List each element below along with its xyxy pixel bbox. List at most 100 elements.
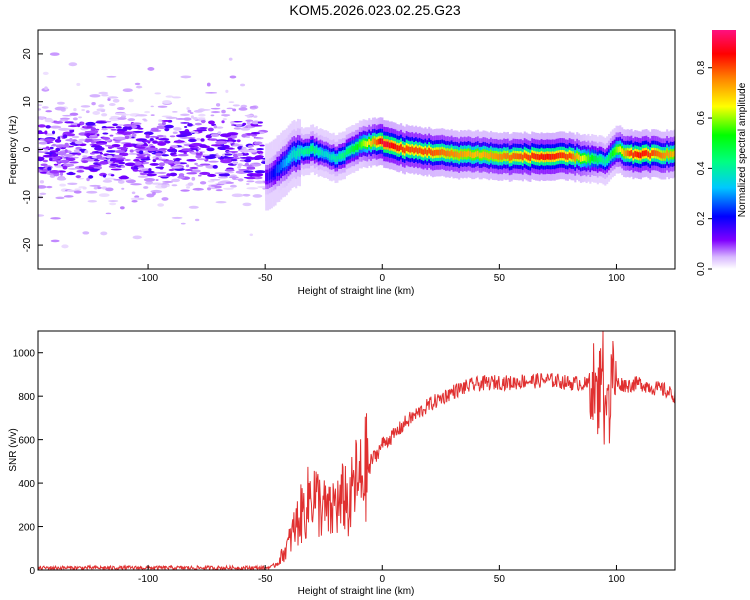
noise-cell: [150, 146, 156, 148]
ridge-cell: [624, 150, 627, 157]
noise-cell: [225, 89, 229, 93]
noise-cell: [63, 195, 74, 198]
ridge-cell: [647, 151, 650, 158]
noise-cell: [80, 149, 86, 153]
noise-cell: [249, 233, 254, 237]
noise-cell: [169, 146, 173, 150]
noise-cell: [82, 186, 87, 190]
ridge-cell: [619, 146, 622, 153]
noise-cell: [232, 108, 237, 112]
noise-cell: [55, 196, 65, 200]
ridge-cell: [265, 173, 268, 182]
noise-cell: [101, 113, 108, 117]
noise-cell: [239, 148, 250, 153]
noise-cell: [164, 127, 170, 132]
noise-cell: [171, 178, 181, 183]
noise-cell: [222, 118, 227, 121]
ridge-cell: [623, 150, 626, 157]
ridge-cell: [283, 159, 287, 168]
noise-cell: [222, 187, 234, 190]
noise-cell: [137, 166, 145, 169]
noise-cell: [245, 136, 251, 138]
noise-cell: [218, 173, 231, 177]
ridge-cell: [645, 150, 648, 156]
y-tick-label: 200: [18, 523, 35, 534]
noise-cell: [78, 138, 86, 142]
ridge-cell: [662, 152, 665, 159]
noise-cell: [39, 167, 44, 170]
ridge-cell: [317, 150, 320, 156]
ridge-cell: [428, 147, 431, 154]
noise-cell: [254, 170, 266, 174]
noise-cell: [192, 187, 204, 191]
ridge-cell: [585, 156, 588, 163]
noise-cell: [249, 107, 257, 110]
ridge-cell: [604, 158, 607, 165]
noise-cell: [45, 110, 53, 113]
noise-cell: [145, 180, 154, 185]
ridge-cell: [478, 152, 481, 159]
noise-cell: [42, 159, 48, 163]
noise-cell: [205, 92, 218, 94]
ridge-cell: [366, 141, 369, 148]
noise-cell: [139, 172, 147, 176]
y-tick-label: -10: [22, 190, 33, 205]
noise-cell: [245, 119, 254, 122]
noise-cell: [59, 172, 64, 176]
noise-cell: [152, 191, 156, 196]
ridge-cell: [308, 148, 311, 155]
noise-cell: [146, 147, 158, 152]
noise-cell: [188, 138, 197, 143]
ridge-cell: [403, 147, 406, 154]
noise-cell: [245, 183, 250, 185]
ridge-cell: [561, 152, 564, 159]
noise-cell: [147, 67, 155, 71]
noise-cell: [132, 130, 144, 133]
noise-cell: [189, 166, 199, 170]
ridge-cell: [591, 155, 594, 161]
noise-cell: [171, 216, 183, 219]
noise-cell: [150, 105, 154, 108]
noise-cell: [56, 101, 65, 105]
noise-cell: [161, 120, 171, 122]
ridge-cell: [634, 151, 637, 157]
noise-cell: [215, 189, 223, 192]
noise-cell: [165, 95, 174, 98]
y-tick-label: 1000: [13, 349, 36, 360]
ridge-cell: [411, 146, 414, 153]
noise-cell: [149, 162, 160, 166]
noise-cell: [254, 137, 264, 140]
noise-cell: [209, 138, 218, 141]
noise-cell: [229, 184, 237, 188]
ridge-cell: [441, 149, 444, 155]
noise-cell: [38, 108, 42, 111]
ridge-cell: [272, 169, 275, 178]
ridge-cell: [321, 150, 324, 156]
ridge-cell: [413, 147, 416, 154]
noise-cell: [58, 127, 70, 131]
noise-cell: [152, 140, 158, 144]
noise-cell: [52, 130, 56, 135]
colorbar-tick-label: 0.8: [696, 60, 707, 74]
noise-cell: [210, 144, 222, 147]
ridge-cell: [516, 153, 519, 160]
noise-cell: [184, 169, 193, 171]
ridge-cell: [652, 150, 656, 156]
noise-cell: [177, 176, 185, 179]
ridge-cell: [514, 153, 517, 159]
noise-cell: [169, 172, 178, 177]
noise-cell: [190, 130, 196, 133]
noise-cell: [143, 151, 150, 154]
noise-cell: [64, 149, 68, 153]
noise-cell: [115, 126, 122, 129]
noise-cell: [54, 138, 62, 143]
ridge-cell: [385, 141, 388, 148]
noise-cell: [157, 171, 167, 174]
ridge-cell: [499, 153, 502, 160]
noise-cell: [184, 125, 188, 128]
noise-cell: [253, 162, 260, 165]
noise-cell: [198, 174, 202, 177]
ridge-cell: [598, 156, 601, 162]
noise-cell: [128, 98, 135, 103]
noise-cell: [88, 168, 100, 171]
